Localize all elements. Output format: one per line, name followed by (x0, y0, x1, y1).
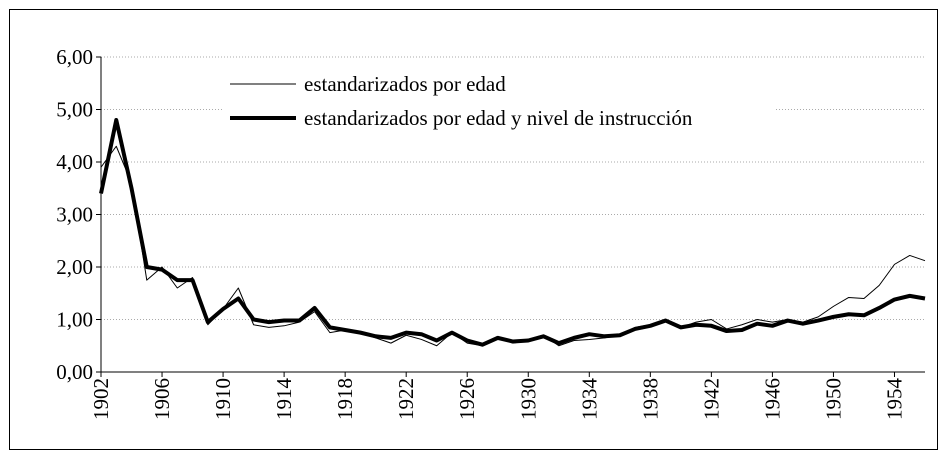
y-tick-label: 3,00 (56, 203, 93, 227)
y-tick-label: 4,00 (56, 150, 93, 174)
series-line (99, 118, 926, 347)
x-tick-label: 1902 (89, 378, 113, 420)
y-tick-label: 6,00 (56, 45, 93, 69)
x-tick-label: 1926 (455, 378, 479, 420)
series-line (100, 145, 926, 347)
x-tick-label: 1906 (150, 378, 174, 420)
legend-label: estandarizados por edad (304, 72, 506, 96)
x-tick-label: 1946 (760, 378, 784, 420)
x-tick-label: 1918 (333, 378, 357, 420)
x-tick-label: 1954 (882, 378, 906, 421)
y-tick-label: 5,00 (56, 98, 93, 122)
chart-frame (9, 9, 938, 450)
legend-label: estandarizados por edad y nivel de instr… (304, 106, 693, 130)
x-tick-label: 1914 (272, 378, 296, 421)
x-tick-label: 1934 (577, 378, 601, 421)
x-tick-label: 1922 (394, 378, 418, 420)
y-tick-label: 0,00 (56, 360, 93, 384)
x-tick-label: 1930 (516, 378, 540, 420)
y-tick-label: 1,00 (56, 308, 93, 332)
x-tick-label: 1942 (699, 378, 723, 420)
x-tick-label: 1950 (821, 378, 845, 420)
x-tick-label: 1938 (638, 378, 662, 420)
y-tick-label: 2,00 (56, 255, 93, 279)
legend-box (223, 68, 775, 133)
x-tick-label: 1910 (211, 378, 235, 420)
